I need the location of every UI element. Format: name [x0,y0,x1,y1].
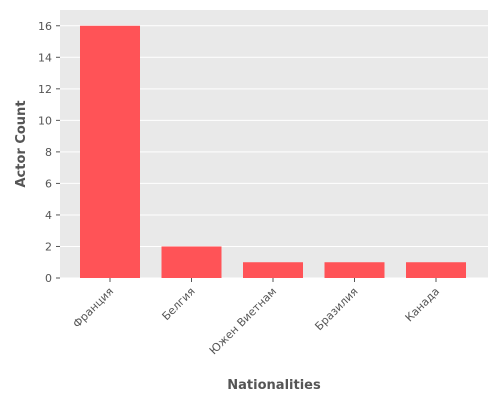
x-tick-label: Белгия [160,285,198,323]
y-tick-label: 14 [38,51,52,64]
x-tick-label: Южен Виетнам [207,285,279,357]
bar [161,246,222,278]
x-tick-label: Бразилия [312,285,360,333]
bar [324,262,385,278]
y-axis-ticks: 0 2 4 6 8 10 12 14 16 [38,20,60,285]
bar [80,25,140,278]
x-tick-label: Канада [403,285,442,324]
y-tick-label: 10 [38,114,52,127]
x-tick-label: Франция [70,285,116,331]
y-tick-label: 16 [38,20,52,33]
y-tick-label: 4 [45,209,52,222]
y-axis-title: Actor Count [14,100,29,187]
y-tick-label: 6 [45,177,52,190]
bar [243,262,303,278]
bar [406,262,466,278]
y-tick-label: 0 [45,272,52,285]
y-tick-label: 2 [45,240,52,253]
x-axis-title: Nationalities [227,378,321,393]
y-tick-label: 12 [38,83,52,96]
y-tick-label: 8 [45,146,52,159]
x-axis-ticks: Франция Белгия Южен Виетнам Бразилия Канада [70,278,442,357]
bars [80,25,466,278]
